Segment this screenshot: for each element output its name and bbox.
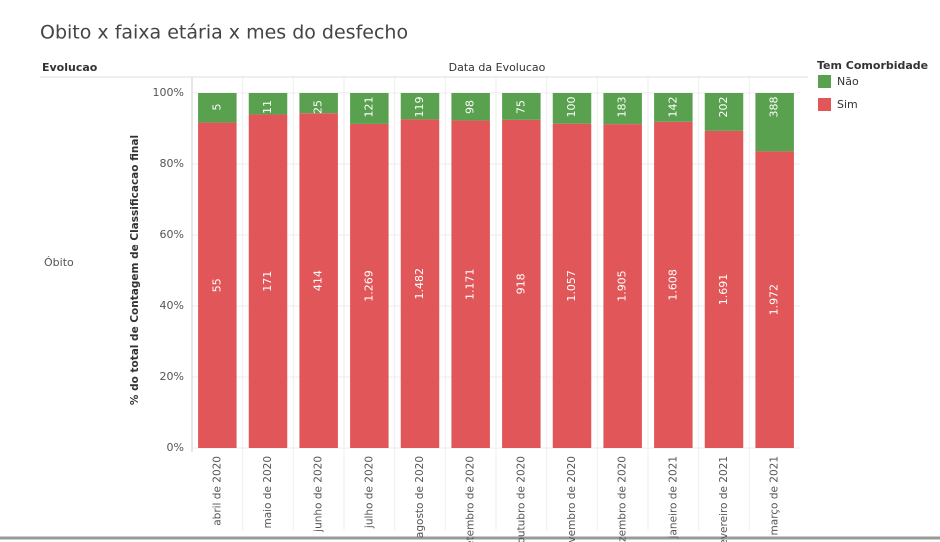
value-label: 202 (717, 97, 730, 118)
value-label: 142 (666, 97, 679, 118)
value-label: 1.269 (362, 270, 375, 302)
y-axis-title: % do total de Contagem de Classificacao … (129, 135, 141, 405)
x-tick-label: abril de 2020 (211, 456, 223, 526)
x-tick-label: julho de 2020 (363, 456, 375, 529)
value-label: 55 (210, 278, 223, 292)
value-label: 5 (210, 104, 223, 111)
x-tick-label: setembro de 2020 (465, 456, 477, 542)
value-label: 121 (362, 97, 375, 118)
value-label: 11 (261, 100, 274, 114)
value-label: 1.057 (565, 270, 578, 302)
x-tick-label: outubro de 2020 (515, 456, 527, 542)
column-header: Data da Evolucao (449, 61, 546, 74)
legend-label: Sim (837, 98, 858, 111)
bar-segment (248, 93, 288, 115)
bar-segment (502, 119, 541, 449)
bar-segment (552, 93, 592, 124)
value-label: 1.972 (768, 284, 781, 316)
value-label: 183 (616, 97, 629, 118)
value-label: 100 (565, 97, 578, 118)
bar-segment (502, 93, 541, 120)
bar-segment (350, 123, 389, 448)
bar-segment (755, 93, 794, 152)
value-label: 119 (413, 97, 426, 118)
y-tick-label: 20% (160, 370, 184, 383)
x-tick-label: junho de 2020 (313, 456, 325, 533)
bar-segment (552, 123, 592, 448)
row-header: Evolucao (42, 61, 98, 74)
legend-title: Tem Comorbidade (817, 59, 928, 72)
x-tick-label: fevereiro de 2021 (718, 456, 730, 542)
x-tick-label: março de 2021 (769, 456, 781, 535)
x-tick-label: dezembro de 2020 (617, 456, 629, 542)
bar-segment (400, 119, 440, 449)
bar-segment (603, 93, 642, 125)
value-label: 25 (312, 100, 325, 114)
bar-segment (755, 151, 794, 448)
value-label: 98 (464, 100, 477, 114)
bar-segment (704, 93, 744, 131)
bar-segment (198, 122, 237, 448)
y-tick-label: 100% (153, 86, 184, 99)
bar-segment (451, 120, 490, 449)
y-tick-label: 60% (160, 228, 184, 241)
value-label: 414 (312, 270, 325, 291)
x-tick-label: agosto de 2020 (414, 456, 426, 538)
legend-label: Não (837, 75, 859, 88)
bar-segment (299, 113, 338, 448)
bar-segment (400, 93, 440, 120)
value-label: 171 (261, 271, 274, 292)
legend-swatch (818, 98, 831, 111)
value-label: 1.691 (717, 274, 730, 306)
bar-segment (299, 93, 338, 114)
bar-segment (603, 124, 642, 449)
y-tick-label: 40% (160, 299, 184, 312)
value-label: 1.482 (413, 268, 426, 300)
x-tick-label: maio de 2020 (262, 456, 274, 529)
y-tick-label: 80% (160, 157, 184, 170)
row-label: Óbito (44, 256, 74, 269)
bar-segment (198, 93, 237, 123)
value-label: 1.171 (464, 268, 477, 300)
bar-segment (248, 114, 288, 448)
value-label: 1.608 (666, 269, 679, 301)
value-label: 918 (514, 273, 527, 294)
bar-segment (654, 121, 693, 448)
bar-segment (451, 93, 490, 121)
value-label: 388 (768, 97, 781, 118)
bar-segment (704, 130, 744, 449)
bar-segment (350, 93, 389, 124)
chart-title: Obito x faixa etária x mes do desfecho (40, 22, 408, 44)
bar-segment (654, 93, 693, 122)
value-label: 75 (514, 100, 527, 114)
x-tick-label: novembro de 2020 (566, 456, 578, 542)
x-tick-label: janeiro de 2021 (667, 456, 679, 539)
value-label: 1.905 (616, 270, 629, 302)
y-tick-label: 0% (167, 441, 184, 454)
legend-swatch (818, 75, 831, 88)
